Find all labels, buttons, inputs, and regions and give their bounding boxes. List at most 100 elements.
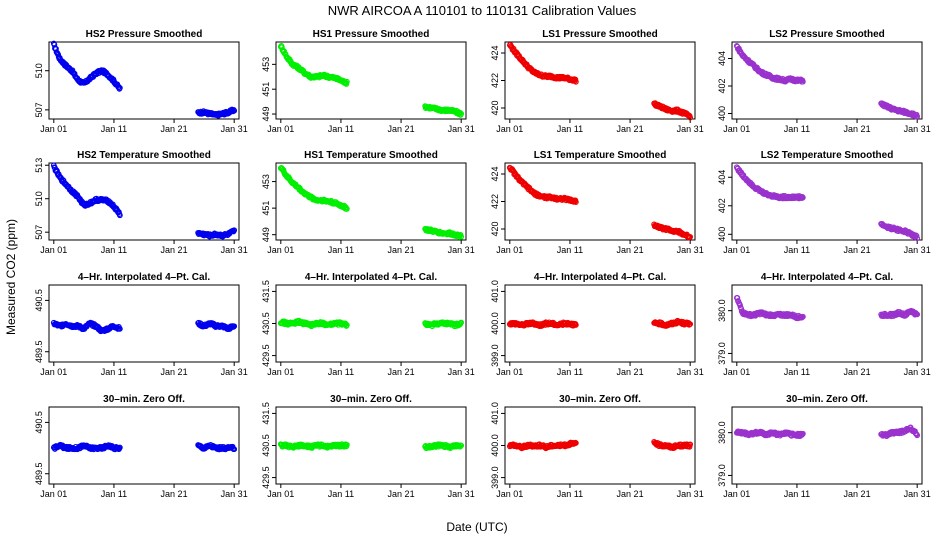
x-tick-label: Jan 01 [267, 489, 294, 499]
x-tick-label: Jan 21 [161, 124, 188, 134]
y-tick-label: 420 [490, 221, 500, 236]
x-tick-label: Jan 31 [677, 124, 704, 134]
x-tick-label: Jan 11 [784, 245, 810, 255]
y-tick-label: 507 [34, 102, 44, 117]
x-tick-label: Jan 01 [496, 245, 523, 255]
x-tick-label: Jan 01 [723, 124, 750, 134]
x-tick-label: Jan 01 [40, 489, 67, 499]
x-tick-label: Jan 01 [267, 124, 294, 134]
x-tick-label: Jan 21 [161, 367, 188, 377]
y-tick-label: 380.0 [717, 421, 727, 444]
y-tick-label: 510 [34, 191, 44, 206]
data-point [231, 227, 238, 234]
y-tick-label: 429.5 [261, 466, 271, 489]
y-tick-label: 400.0 [490, 312, 500, 335]
y-tick-label: 451 [261, 82, 271, 97]
x-tick-label: Jan 31 [448, 489, 475, 499]
data-point [687, 441, 694, 448]
x-tick-label: Jan 21 [388, 489, 415, 499]
chart-panel: LS1 Temperature Smoothed Jan 01 Jan 11 Jan … [490, 150, 704, 255]
y-tick-label: 401.0 [490, 280, 500, 303]
data-point [687, 114, 694, 121]
x-tick-label: Jan 11 [784, 124, 810, 134]
x-tick-label: Jan 01 [496, 489, 523, 499]
y-tick-label: 422 [490, 194, 500, 209]
data-point [914, 113, 921, 120]
x-tick-label: Jan 11 [101, 367, 127, 377]
data-point [117, 85, 123, 91]
plot-frame [48, 284, 240, 363]
data-point [800, 313, 806, 320]
data-point [344, 322, 350, 328]
chart-panel: 30–min. Zero Off. Jan 01 Jan 11 Jan 21 Jan 3… [34, 394, 248, 499]
x-tick-label: Jan 31 [904, 245, 931, 255]
y-tick-label: 431.5 [261, 280, 271, 303]
y-tick-label: 399.0 [490, 344, 500, 367]
x-tick-label: Jan 21 [388, 245, 415, 255]
panel-title: LS1 Pressure Smoothed [542, 29, 658, 40]
plot-frame [731, 41, 923, 120]
y-tick-label: 402 [717, 78, 727, 93]
y-tick-label: 400 [717, 227, 727, 242]
y-tick-label: 449 [261, 227, 271, 242]
y-tick-label: 510 [34, 63, 44, 78]
data-point [458, 110, 465, 117]
x-tick-label: Jan 11 [557, 124, 583, 134]
x-tick-label: Jan 31 [448, 367, 475, 377]
data-point [231, 323, 238, 330]
data-point [343, 81, 350, 87]
x-tick-label: Jan 11 [557, 367, 583, 377]
y-tick-label: 380.0 [717, 299, 727, 322]
x-tick-label: Jan 11 [101, 489, 127, 499]
panel-title: 4–Hr. Interpolated 4–Pt. Cal. [534, 272, 666, 283]
x-tick-label: Jan 21 [844, 489, 871, 499]
y-tick-label: 420 [490, 100, 500, 115]
panel-title: 4–Hr. Interpolated 4–Pt. Cal. [78, 272, 210, 283]
data-point [914, 311, 921, 318]
chart-panel: 4–Hr. Interpolated 4–Pt. Cal. Jan 01 Jan 1… [261, 272, 475, 377]
data-point [687, 234, 694, 240]
x-tick-label: Jan 01 [40, 124, 67, 134]
data-point [458, 233, 465, 240]
x-tick-label: Jan 01 [496, 367, 523, 377]
panel-title: LS2 Pressure Smoothed [769, 29, 885, 40]
panel-title: 30–min. Zero Off. [330, 394, 412, 405]
y-tick-label: 404 [717, 51, 727, 66]
data-point [458, 442, 465, 449]
x-tick-label: Jan 21 [844, 124, 871, 134]
x-tick-label: Jan 11 [557, 489, 583, 499]
x-tick-label: Jan 31 [904, 489, 931, 499]
y-tick-label: 401.0 [490, 402, 500, 425]
x-tick-label: Jan 11 [784, 367, 810, 377]
plot-frame [275, 162, 467, 241]
y-tick-label: 513 [34, 158, 44, 173]
y-tick-label: 400 [717, 106, 727, 121]
panel-title: LS1 Temperature Smoothed [534, 150, 667, 161]
x-tick-label: Jan 21 [617, 367, 644, 377]
plot-frame [48, 162, 240, 241]
x-tick-label: Jan 21 [161, 245, 188, 255]
data-point [914, 432, 921, 439]
plot-frame [731, 284, 923, 363]
data-point [686, 443, 693, 450]
x-tick-label: Jan 21 [388, 367, 415, 377]
y-tick-label: 430.5 [261, 434, 271, 457]
x-tick-label: Jan 31 [677, 245, 704, 255]
panel-title: 4–Hr. Interpolated 4–Pt. Cal. [305, 272, 437, 283]
data-point [687, 321, 694, 327]
y-tick-label: 489.5 [34, 340, 44, 363]
data-point [572, 76, 579, 83]
y-tick-label: 490.5 [34, 411, 44, 434]
x-tick-label: Jan 11 [557, 245, 583, 255]
x-tick-label: Jan 01 [496, 124, 523, 134]
x-tick-label: Jan 21 [617, 489, 644, 499]
x-tick-label: Jan 31 [904, 124, 931, 134]
x-tick-label: Jan 31 [221, 124, 248, 134]
x-tick-label: Jan 11 [328, 124, 354, 134]
data-point [344, 441, 350, 448]
x-tick-label: Jan 01 [723, 367, 750, 377]
x-tick-label: Jan 21 [388, 124, 415, 134]
x-tick-label: Jan 21 [617, 245, 644, 255]
panel-title: 30–min. Zero Off. [103, 394, 185, 405]
data-point [117, 326, 123, 332]
